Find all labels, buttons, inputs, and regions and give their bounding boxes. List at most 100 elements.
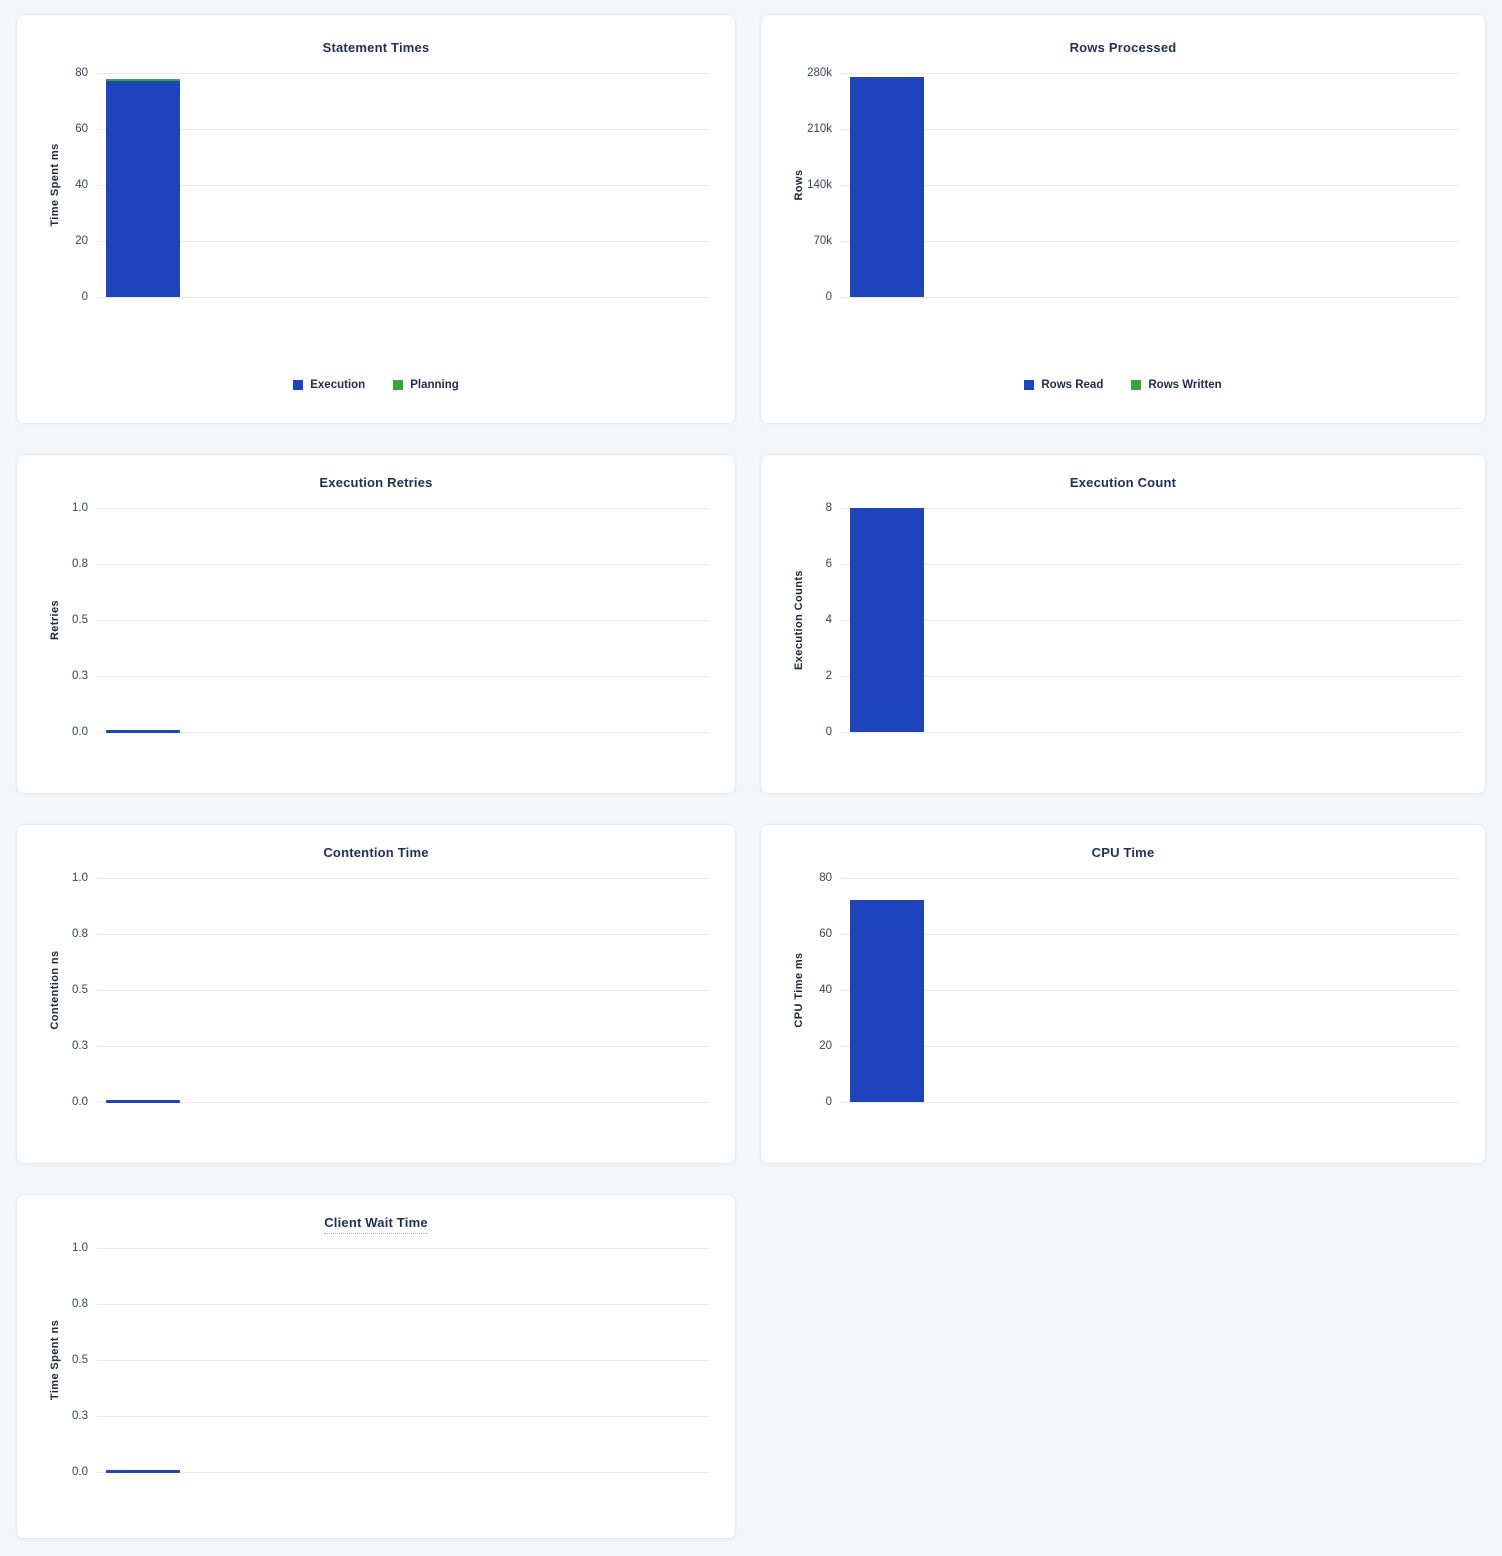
plot-region: Rows 280k 210k 140k 70k 0 [761, 67, 1485, 303]
y-axis-label: Retries [49, 599, 61, 641]
y-tick-label: 0.3 [72, 1410, 88, 1422]
gridline [97, 1102, 710, 1103]
y-tick-label: 6 [825, 558, 832, 570]
chart-panel-contention-time: Contention Time Contention ns 1.0 0.8 0.5 0… [16, 824, 736, 1164]
chart-panel-client-wait-time: Client Wait Time Time Spent ns 1.0 0.8 0.5… [16, 1194, 736, 1539]
bar-segment-rows-read [850, 77, 924, 297]
gridline [97, 676, 710, 677]
gridline [97, 241, 710, 242]
gridline [97, 1360, 710, 1361]
y-tick-label: 0 [81, 291, 88, 303]
legend-swatch-rows-read [1024, 380, 1035, 390]
y-tick-label: 0.0 [72, 726, 88, 738]
bar-statement-times [106, 78, 180, 297]
y-tick-label: 0 [825, 1096, 832, 1108]
bar-segment-execution-count [850, 508, 924, 732]
legend-swatch-planning [393, 380, 404, 390]
chart-panel-statement-times: Statement Times Time Spent ms 80 60 40 20 0 … [16, 14, 736, 424]
y-axis-label: Execution Counts [793, 570, 805, 670]
y-tick-label: 0 [825, 291, 832, 303]
chart-legend: Rows Read Rows Written [761, 379, 1485, 391]
chart-panel-execution-retries: Execution Retries Retries 1.0 0.8 0.5 0.3 0.… [16, 454, 736, 794]
y-tick-label: 40 [75, 179, 88, 191]
chart-legend: Execution Planning [17, 379, 735, 391]
y-tick-label: 140k [807, 179, 832, 191]
gridline [97, 185, 710, 186]
chart-panel-rows-processed: Rows Processed Rows 280k 210k 140k 70k 0 Row… [760, 14, 1486, 424]
bar-segment-execution [106, 81, 180, 297]
bar-segment-cpu-time [850, 900, 924, 1102]
plot-region: Time Spent ms 80 60 40 20 0 [17, 67, 735, 303]
y-tick-label: 80 [75, 67, 88, 79]
gridline [97, 1416, 710, 1417]
plot-area: 280k 210k 140k 70k 0 [807, 67, 1460, 303]
y-tick-label: 0.0 [72, 1096, 88, 1108]
y-axis-label: Time Spent ns [49, 1319, 61, 1401]
y-tick-label: 210k [807, 123, 832, 135]
gridline [841, 990, 1460, 991]
chart-title-statement-times: Statement Times [322, 40, 430, 55]
plot-area: 80 60 40 20 0 [819, 872, 1460, 1108]
y-axis-label: Contention ns [49, 950, 61, 1030]
y-tick-label: 80 [819, 872, 832, 884]
chart-title-client-wait-time: Client Wait Time [17, 1214, 735, 1234]
bar-rows-processed [850, 77, 924, 297]
y-tick-label: 2 [825, 670, 832, 682]
y-tick-label: 8 [825, 502, 832, 514]
legend-item-rows-read: Rows Read [1024, 379, 1103, 391]
y-axis-label: Time Spent ms [49, 143, 61, 227]
gridline [97, 990, 710, 991]
legend-item-execution: Execution [293, 379, 365, 391]
gridline [841, 564, 1460, 565]
gridline [841, 1102, 1460, 1103]
y-tick-label: 1.0 [72, 872, 88, 884]
gridline [97, 732, 710, 733]
y-tick-label: 0.5 [72, 984, 88, 996]
y-tick-label: 0.0 [72, 1466, 88, 1478]
chart-title-execution-count: Execution Count [1069, 475, 1177, 490]
y-tick-label: 0.8 [72, 1298, 88, 1310]
legend-label: Execution [310, 379, 366, 391]
gridline [841, 73, 1460, 74]
plot-area: 1.0 0.8 0.5 0.3 0.0 [72, 1242, 710, 1478]
gridline [841, 732, 1460, 733]
y-tick-label: 0.3 [72, 670, 88, 682]
gridline [841, 508, 1460, 509]
y-tick-label: 70k [813, 235, 832, 247]
gridline [97, 620, 710, 621]
chart-title-execution-retries: Execution Retries [319, 475, 433, 490]
plot-region: Execution Counts 8 6 4 2 0 [761, 502, 1485, 738]
y-tick-label: 60 [819, 928, 832, 940]
y-tick-label: 0.5 [72, 614, 88, 626]
y-tick-label: 0.8 [72, 558, 88, 570]
bar-segment-planning [106, 78, 180, 82]
gridline [97, 73, 710, 74]
y-tick-label: 4 [825, 614, 832, 626]
y-tick-label: 0.8 [72, 928, 88, 940]
legend-swatch-rows-written [1131, 380, 1142, 390]
gridline [97, 129, 710, 130]
gridline [841, 297, 1460, 298]
plot-region: CPU Time ms 80 60 40 20 0 [761, 872, 1485, 1108]
y-tick-label: 20 [75, 235, 88, 247]
legend-item-rows-written: Rows Written [1131, 379, 1222, 391]
client-wait-time-tooltip-anchor[interactable]: Client Wait Time [324, 1215, 428, 1234]
bar-execution-count [850, 508, 924, 732]
y-tick-label: 1.0 [72, 1242, 88, 1254]
gridline [97, 1248, 710, 1249]
bar-cpu-time [850, 900, 924, 1102]
legend-item-planning: Planning [393, 379, 459, 391]
zero-value-line [106, 1100, 180, 1103]
gridline [841, 1046, 1460, 1047]
gridline [97, 934, 710, 935]
legend-label: Planning [410, 379, 459, 391]
y-tick-label: 280k [807, 67, 832, 79]
chart-title-contention-time: Contention Time [323, 845, 429, 860]
zero-value-line [106, 730, 180, 733]
y-tick-label: 20 [819, 1040, 832, 1052]
legend-label: Rows Read [1041, 379, 1104, 391]
gridline [841, 241, 1460, 242]
chart-title-cpu-time: CPU Time [1091, 845, 1155, 860]
gridline [841, 620, 1460, 621]
